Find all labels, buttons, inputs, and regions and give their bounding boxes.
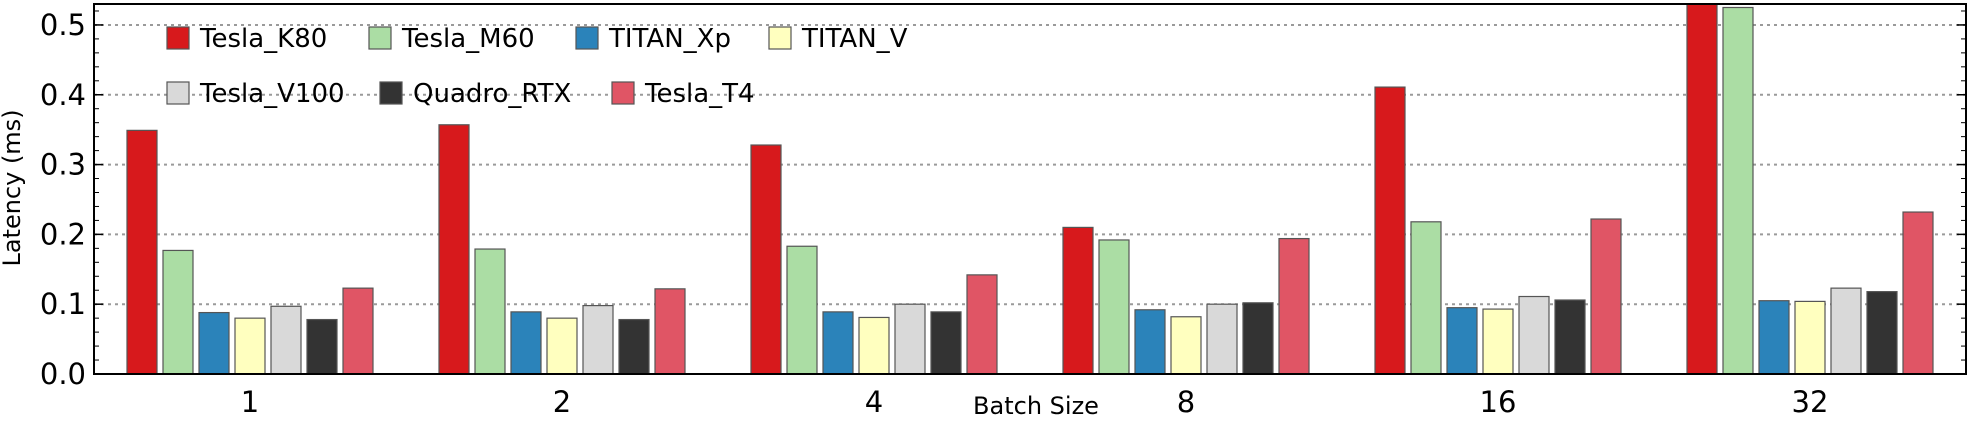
x-tick-label: 32 [1792,385,1829,419]
legend-swatch-Tesla_K80 [166,26,190,50]
bar-Tesla_M60-32 [1722,6,1754,375]
bar-Tesla_T4-1 [342,287,374,375]
bar-Tesla_K80-2 [438,124,470,375]
bar-Tesla_M60-4 [786,245,818,375]
bar-Quadro_RTX-8 [1242,302,1274,375]
bar-TITAN_Xp-32 [1758,300,1790,375]
bar-Tesla_T4-16 [1590,218,1622,375]
legend-swatch-Tesla_T4 [611,81,635,105]
bar-TITAN_V-32 [1794,300,1826,375]
bar-Tesla_T4-2 [654,288,686,375]
legend-swatch-TITAN_Xp [575,26,599,50]
bar-Quadro_RTX-32 [1866,291,1898,375]
bar-Tesla_V100-8 [1206,303,1238,375]
y-tick-label: 0.5 [40,8,86,42]
bar-Quadro_RTX-4 [930,311,962,375]
bar-TITAN_V-16 [1482,308,1514,375]
bar-Tesla_K80-32 [1686,3,1718,375]
y-axis-title: Latency (ms) [0,109,26,266]
bar-Quadro_RTX-16 [1554,299,1586,375]
x-tick-label: 4 [865,385,883,419]
x-tick-label: 8 [1177,385,1195,419]
bar-Tesla_V100-16 [1518,295,1550,375]
bar-TITAN_Xp-2 [510,311,542,375]
bar-TITAN_Xp-4 [822,311,854,375]
bars [126,3,1934,375]
legend-label-Tesla_K80: Tesla_K80 [199,24,327,54]
x-tick-label: 16 [1480,385,1517,419]
y-tick-label: 0.1 [40,287,86,321]
bar-Tesla_K80-16 [1374,86,1406,375]
x-tick-label: 2 [553,385,571,419]
y-tick-label: 0.0 [40,357,86,391]
x-axis-title: Batch Size [973,392,1099,420]
bar-TITAN_V-8 [1170,316,1202,375]
bar-TITAN_V-1 [234,317,266,375]
bar-Tesla_V100-32 [1830,287,1862,375]
legend-label-TITAN_V: TITAN_V [801,24,908,54]
bar-Tesla_M60-8 [1098,239,1130,375]
legend-swatch-TITAN_V [768,26,792,50]
bar-Tesla_K80-1 [126,129,158,375]
legend-swatch-Tesla_M60 [368,26,392,50]
legend-label-Tesla_M60: Tesla_M60 [401,24,535,54]
grid-lines [94,23,1966,306]
bar-Quadro_RTX-2 [618,318,650,375]
bar-Tesla_V100-2 [582,304,614,375]
bar-Tesla_M60-16 [1410,221,1442,375]
y-tick-label: 0.3 [40,148,86,182]
bar-Tesla_M60-1 [162,249,194,375]
bar-Tesla_V100-4 [894,303,926,375]
y-tick-label: 0.2 [40,217,86,251]
plot-frame [93,3,1967,375]
bar-Tesla_K80-8 [1062,226,1094,375]
bar-Tesla_V100-1 [270,305,302,375]
bar-TITAN_V-4 [858,316,890,375]
legend-label-Quadro_RTX: Quadro_RTX [413,79,571,109]
bar-Quadro_RTX-1 [306,318,338,375]
bar-Tesla_K80-4 [750,144,782,375]
legend-label-Tesla_T4: Tesla_T4 [644,79,755,109]
bar-TITAN_Xp-1 [198,311,230,375]
legend-swatch-Tesla_V100 [166,81,190,105]
bar-TITAN_Xp-16 [1446,307,1478,375]
bar-Tesla_T4-8 [1278,237,1310,375]
legend: Tesla_K80 Tesla_M60 TITAN_Xp TITAN_V Tesla_V… [166,24,908,109]
axes: 0.0 0.1 0.2 0.3 0.4 0.5 1 2 4 8 16 32 [40,3,1967,419]
bar-TITAN_V-2 [546,317,578,375]
y-tick-label: 0.4 [40,78,86,112]
legend-label-Tesla_V100: Tesla_V100 [199,79,345,109]
x-tick-label: 1 [241,385,259,419]
legend-label-TITAN_Xp: TITAN_Xp [608,24,731,54]
legend-swatch-Quadro_RTX [379,81,403,105]
bar-Tesla_M60-2 [474,248,506,375]
bar-Tesla_T4-32 [1902,211,1934,375]
bar-Tesla_T4-4 [966,274,998,375]
bar-TITAN_Xp-8 [1134,309,1166,375]
